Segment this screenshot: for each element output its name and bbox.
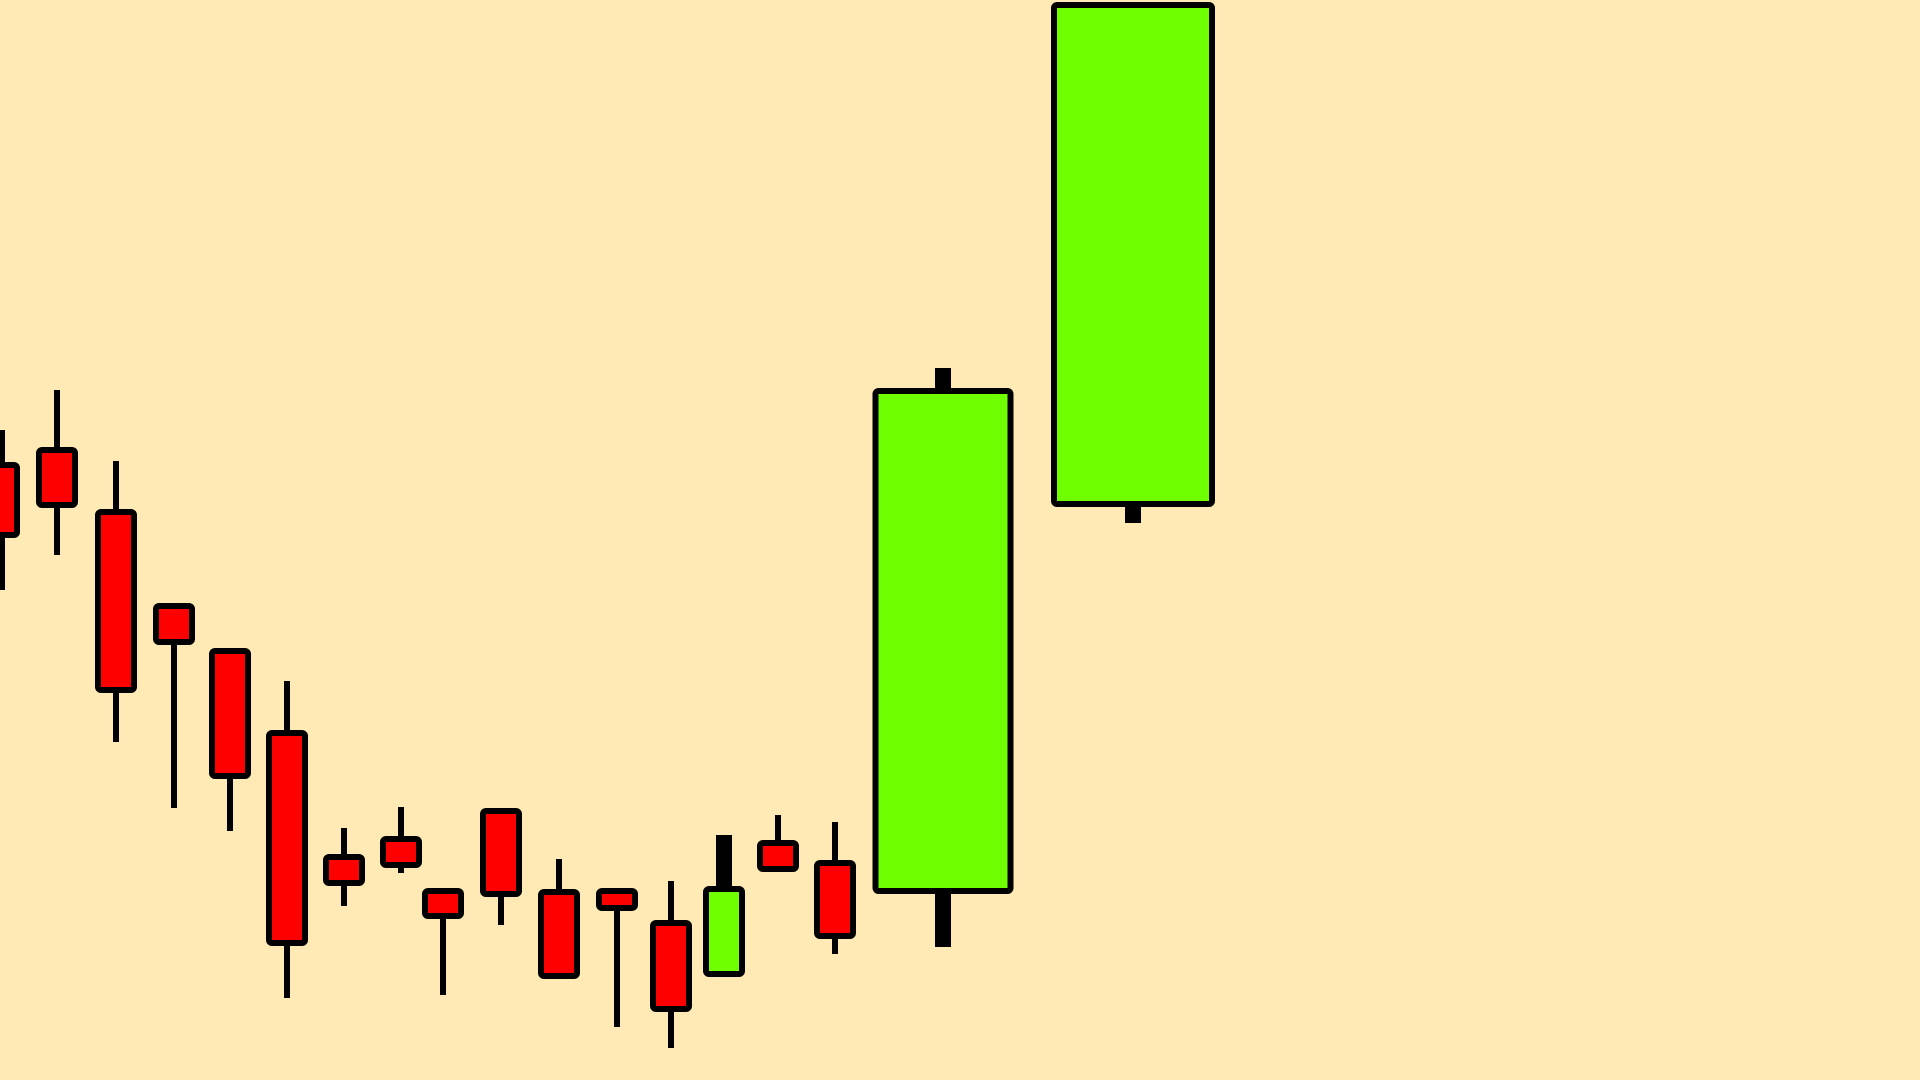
- candle-body: [650, 920, 692, 1012]
- candle-body: [323, 854, 365, 886]
- candle-3-bearish: [95, 461, 137, 742]
- candles-layer: [0, 2, 1215, 1048]
- candle-body: [480, 808, 522, 897]
- candle-body: [872, 388, 1014, 894]
- candle-body: [1051, 2, 1215, 507]
- candle-11-bearish: [538, 859, 580, 979]
- candle-body: [703, 886, 745, 977]
- candle-body: [538, 889, 580, 979]
- candle-body: [757, 840, 799, 872]
- candle-5-bearish: [209, 648, 251, 831]
- candle-14-bullish: [703, 835, 745, 977]
- candle-6-bearish: [266, 681, 308, 998]
- candle-4-bearish: [153, 603, 195, 808]
- candle-1-bearish: [0, 430, 20, 590]
- candle-body: [95, 509, 137, 693]
- candle-12-bearish: [596, 888, 638, 1027]
- candle-body: [153, 603, 195, 645]
- candle-body: [209, 648, 251, 779]
- candle-7-bearish: [323, 828, 365, 906]
- candle-18-bullish: [1051, 2, 1215, 523]
- candle-10-bearish: [480, 808, 522, 925]
- candle-body: [0, 462, 20, 538]
- candle-16-bearish: [814, 822, 856, 954]
- candle-body: [814, 860, 856, 939]
- candle-body: [596, 888, 638, 911]
- candle-9-bearish: [422, 888, 464, 995]
- candle-2-bearish: [36, 390, 78, 555]
- candle-15-bearish: [757, 815, 799, 872]
- candle-body: [422, 888, 464, 919]
- candle-body: [380, 836, 422, 868]
- candle-17-bullish: [872, 368, 1014, 947]
- candle-8-bearish: [380, 807, 422, 873]
- candle-body: [266, 730, 308, 946]
- candle-13-bearish: [650, 881, 692, 1048]
- candle-body: [36, 447, 78, 508]
